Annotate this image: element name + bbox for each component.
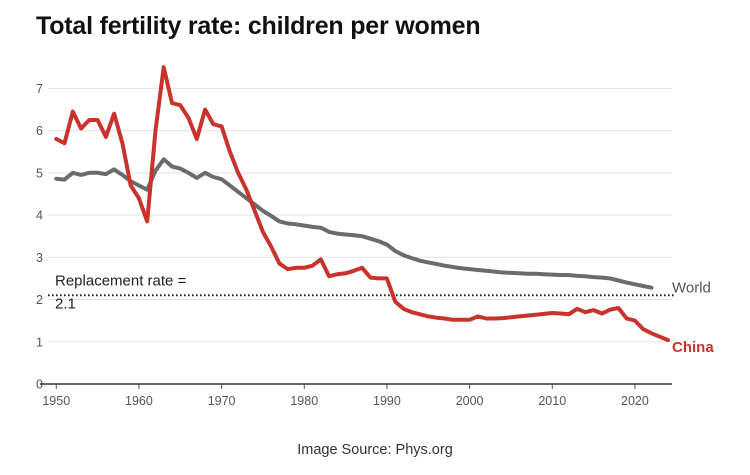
replacement-rate-label-line2: 2.1 [55, 295, 76, 312]
x-tick-label-1990: 1990 [373, 394, 401, 408]
y-tick-label-2: 2 [36, 293, 43, 307]
series-label-world: World [672, 280, 711, 297]
series-lines [54, 65, 670, 343]
x-tick-label-1980: 1980 [290, 394, 318, 408]
x-tick-label-1960: 1960 [125, 394, 153, 408]
x-tick-label-1950: 1950 [42, 394, 70, 408]
series-line-china [54, 65, 670, 343]
series-label-china: China [672, 339, 714, 356]
y-tick-label-7: 7 [36, 82, 43, 96]
y-tick-label-3: 3 [36, 251, 43, 265]
fertility-line-chart: 0 1 2 3 4 5 6 7 1950 1960 1970 1980 1990 2000 2010 202… [36, 65, 714, 408]
y-tick-label-4: 4 [36, 209, 43, 223]
replacement-rate-label-line1: Replacement rate = [55, 272, 187, 289]
x-tick-label-1970: 1970 [208, 394, 236, 408]
x-tick-label-2000: 2000 [456, 394, 484, 408]
x-tick-label-2010: 2010 [538, 394, 566, 408]
grid-lines [48, 87, 672, 343]
chart-title: Total fertility rate: children per women [36, 12, 481, 40]
y-tick-label-6: 6 [36, 124, 43, 138]
x-axis-ticks: 1950 1960 1970 1980 1990 2000 2010 2020 [42, 384, 649, 408]
y-tick-label-0: 0 [36, 378, 43, 392]
y-tick-label-1: 1 [36, 335, 43, 349]
x-tick-label-2020: 2020 [621, 394, 649, 408]
series-line-world [54, 157, 654, 290]
y-axis-ticks: 0 1 2 3 4 5 6 7 [36, 82, 43, 392]
image-source-caption: Image Source: Phys.org [297, 442, 453, 458]
y-tick-label-5: 5 [36, 166, 43, 180]
